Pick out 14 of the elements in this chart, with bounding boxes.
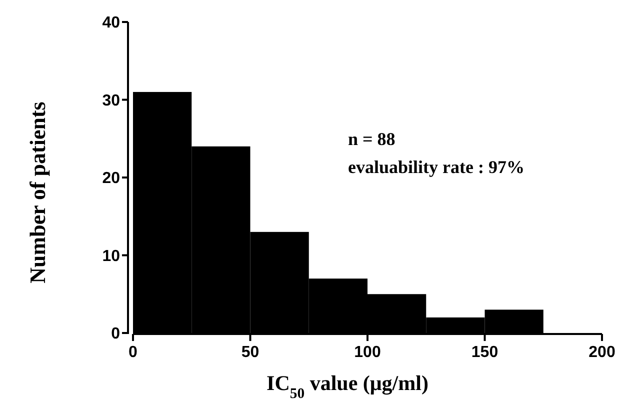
annotation: n = 88 — [348, 129, 396, 149]
y-tick-label: 0 — [111, 326, 120, 343]
x-tick-label: 0 — [128, 344, 138, 361]
y-tick-label: 40 — [102, 14, 120, 32]
y-tick-label: 30 — [102, 92, 120, 110]
x-tick-label: 200 — [588, 344, 616, 361]
x-tick-label: 50 — [241, 344, 260, 361]
y-axis-title: Number of patients — [25, 101, 50, 284]
y-tick-label: 10 — [102, 248, 120, 265]
annotation: evaluability rate : 97% — [348, 157, 524, 177]
x-tick-label: 150 — [471, 344, 498, 361]
x-tick-label: 100 — [354, 344, 381, 361]
x-axis-title: IC$_{50}$ value (μg/ml) — [266, 371, 428, 402]
y-tick-label: 20 — [102, 170, 120, 188]
